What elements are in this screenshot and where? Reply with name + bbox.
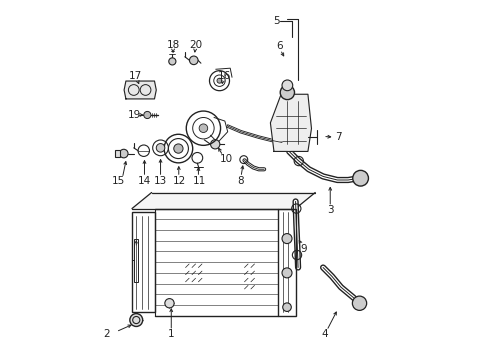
Bar — [278, 208, 295, 316]
Text: 1: 1 — [167, 329, 174, 339]
Text: 4: 4 — [321, 329, 327, 339]
Bar — [134, 239, 138, 282]
Circle shape — [352, 170, 367, 186]
Circle shape — [280, 85, 294, 100]
Text: 9: 9 — [300, 244, 306, 253]
Text: 10: 10 — [219, 154, 232, 164]
Circle shape — [282, 303, 291, 311]
Circle shape — [189, 56, 198, 64]
Circle shape — [282, 234, 291, 244]
Text: 14: 14 — [138, 176, 151, 186]
Circle shape — [199, 124, 207, 132]
Circle shape — [156, 144, 164, 152]
Circle shape — [282, 268, 291, 278]
Circle shape — [130, 314, 142, 327]
Text: 15: 15 — [112, 176, 125, 186]
Text: 11: 11 — [192, 176, 205, 186]
Polygon shape — [270, 94, 311, 152]
Circle shape — [282, 80, 292, 91]
Circle shape — [164, 298, 174, 308]
Circle shape — [210, 140, 220, 149]
Circle shape — [119, 149, 128, 158]
Circle shape — [173, 144, 183, 153]
Text: 6: 6 — [275, 41, 282, 51]
Circle shape — [217, 78, 222, 83]
Circle shape — [352, 296, 366, 310]
Text: 13: 13 — [154, 176, 167, 186]
Text: 12: 12 — [172, 176, 186, 186]
Text: 16: 16 — [218, 71, 231, 81]
Text: 17: 17 — [129, 71, 142, 81]
Circle shape — [143, 111, 151, 118]
Text: 20: 20 — [189, 40, 203, 50]
Text: 5: 5 — [273, 16, 280, 26]
Text: 8: 8 — [237, 176, 244, 186]
Polygon shape — [132, 193, 315, 208]
Text: 7: 7 — [334, 132, 341, 142]
Text: 18: 18 — [166, 40, 179, 50]
Text: 19: 19 — [128, 110, 141, 120]
Polygon shape — [124, 81, 156, 99]
Bar — [115, 150, 120, 157]
Bar — [132, 212, 155, 312]
Text: 2: 2 — [103, 329, 110, 339]
Circle shape — [168, 58, 176, 65]
Text: 3: 3 — [326, 205, 333, 215]
